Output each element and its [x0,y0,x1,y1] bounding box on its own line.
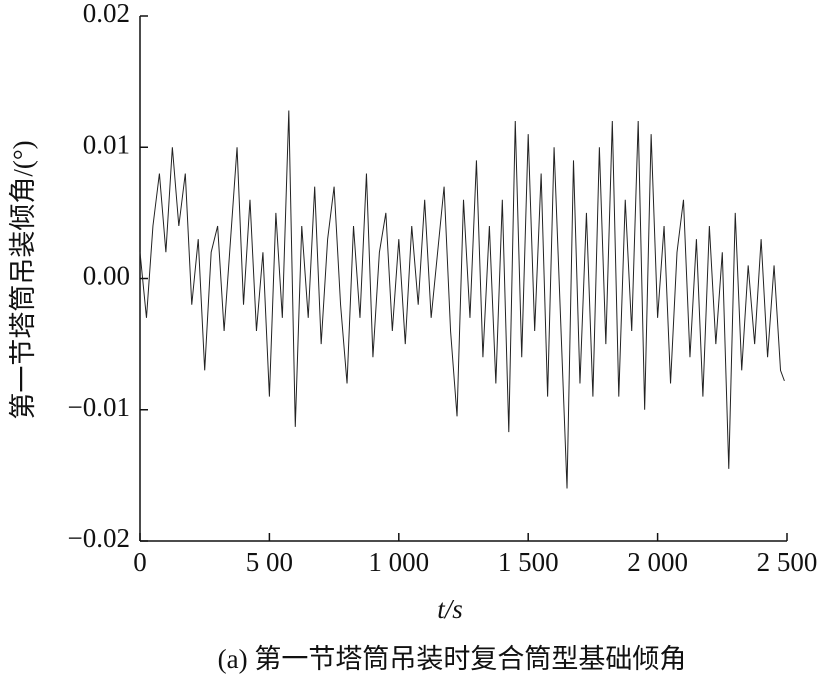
y-tick-label: 0.02 [83,0,130,28]
x-tick-label: 1 000 [368,547,429,577]
x-tick-label: 2 000 [627,547,688,577]
y-axis-label: 第一节塔筒吊装倾角/(°) [8,140,38,419]
data-line [139,110,785,489]
x-tick-label: 0 [133,547,147,577]
y-tick-label: −0.01 [68,392,130,422]
x-tick-label: 2 500 [757,547,818,577]
y-tick-label: −0.02 [68,523,130,553]
y-tick-label: 0.01 [83,129,130,159]
caption: (a) 第一节塔筒吊装时复合筒型基础倾角 [218,644,687,674]
x-axis-label: t/s [437,594,463,624]
x-tick-label: 5 00 [246,547,293,577]
y-tick-label: 0.00 [83,261,130,291]
x-tick-label: 1 500 [498,547,559,577]
